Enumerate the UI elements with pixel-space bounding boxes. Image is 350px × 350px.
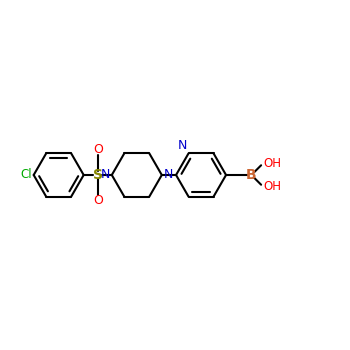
Text: OH: OH <box>264 158 281 170</box>
Text: N: N <box>101 168 110 182</box>
Text: OH: OH <box>264 180 281 193</box>
Text: N: N <box>177 139 187 152</box>
Text: O: O <box>93 194 103 207</box>
Text: O: O <box>93 143 103 156</box>
Text: B: B <box>246 168 257 182</box>
Text: Cl: Cl <box>20 168 32 182</box>
Text: N: N <box>163 168 173 182</box>
Text: S: S <box>93 168 103 182</box>
